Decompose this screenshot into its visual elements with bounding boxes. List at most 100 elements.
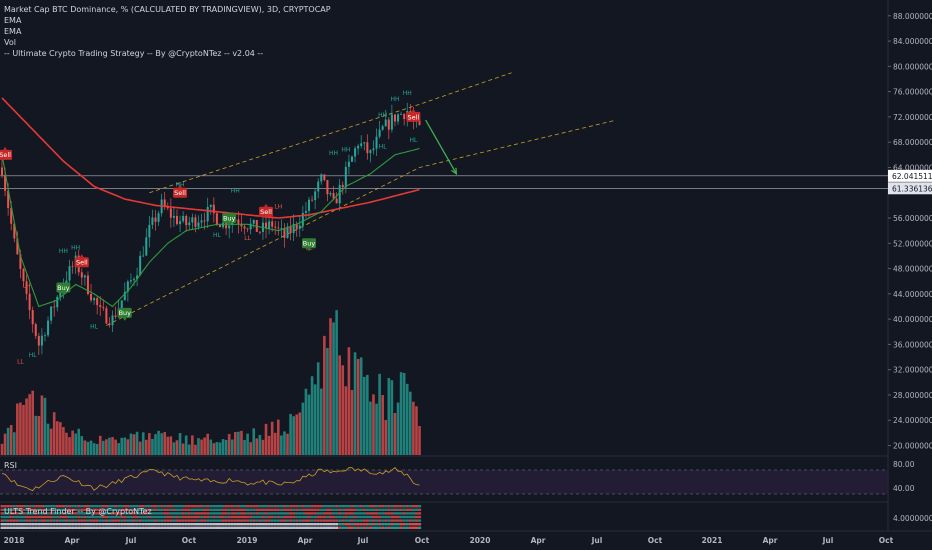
trend-cell — [319, 515, 323, 519]
trend-cell — [89, 515, 93, 519]
trend-cell — [243, 505, 247, 508]
trend-cell — [154, 523, 158, 526]
trend-cell — [356, 512, 360, 515]
y-tick-label: 56.00000000 — [893, 214, 932, 223]
legend-ema-1[interactable]: EMA — [4, 16, 22, 25]
candle-body — [68, 266, 71, 281]
trend-cell — [126, 512, 130, 515]
volume-bar — [181, 443, 185, 455]
trend-cell — [212, 519, 216, 522]
trend-cell — [107, 519, 112, 522]
trend-cell — [292, 523, 296, 526]
trend-cell — [21, 508, 26, 511]
volume-bar — [77, 428, 81, 455]
trend-cell — [95, 505, 99, 508]
rsi-pane-label[interactable]: RSI — [4, 461, 17, 470]
trend-cell — [18, 519, 23, 522]
trend-cell — [111, 505, 115, 508]
trend-cell — [126, 523, 130, 526]
trend-cell — [196, 526, 201, 529]
y-tick-label: 68.00000000 — [893, 138, 932, 147]
trend-cell — [384, 512, 388, 515]
trend-cell — [184, 523, 188, 526]
trend-cell — [264, 512, 268, 515]
trend-cell — [393, 505, 397, 508]
trend-cell — [31, 505, 35, 508]
price-axis[interactable]: 88.00000000 84.00000000 80.00000000 76.0000… — [888, 12, 932, 523]
trend-cell — [83, 519, 87, 522]
trend-cell — [239, 512, 244, 515]
trend-cell — [55, 515, 59, 519]
trend-cell — [408, 508, 412, 511]
legend-ema-2[interactable]: EMA — [4, 27, 22, 36]
trend-cell — [304, 526, 308, 529]
trend-cell — [396, 523, 400, 526]
legend-volume[interactable]: Vol — [4, 38, 16, 47]
x-tick-label: Jul — [357, 536, 369, 545]
trend-cell — [37, 526, 41, 529]
volume-bar — [25, 398, 28, 455]
trend-cell — [80, 519, 84, 522]
trend-cell — [378, 519, 382, 522]
trend-cell — [304, 505, 308, 508]
trend-cell — [120, 508, 124, 511]
trend-cell — [236, 512, 240, 515]
trend-cell — [399, 526, 403, 529]
trend-cell — [338, 515, 342, 519]
trend-pane-label[interactable]: ULTS Trend Finder -- By @CryptoNTez — [4, 507, 152, 516]
candle-body — [277, 227, 280, 229]
trend-cell — [129, 508, 133, 511]
trend-cell — [178, 526, 182, 529]
trend-cell — [261, 523, 265, 526]
trend-cell — [68, 505, 72, 508]
trend-cell — [98, 515, 102, 519]
trend-cell — [12, 505, 16, 508]
trend-cell — [396, 505, 400, 508]
volume-bar — [166, 436, 170, 455]
trend-cell — [166, 519, 170, 522]
signal-label: Buy — [303, 240, 316, 248]
trend-cell — [0, 505, 4, 508]
pivot-label: HH — [390, 96, 399, 103]
pivot-label: HH — [231, 188, 240, 195]
trend-cell — [359, 519, 363, 522]
trend-cell — [390, 515, 394, 519]
trend-cell — [307, 519, 311, 522]
candle-body — [363, 142, 366, 144]
trend-cell — [175, 526, 179, 529]
trend-cell — [267, 508, 271, 511]
volume-bar — [40, 395, 44, 455]
legend-strategy[interactable]: -- Ultimate Crypto Trading Strategy -- B… — [4, 49, 264, 58]
trend-cell — [132, 515, 136, 519]
trend-cell — [304, 523, 308, 526]
trend-cell — [196, 519, 201, 522]
time-axis[interactable]: 2018 Apr Jul Oct 2019 Apr Jul Oct 2020 Apr Jul Oct 2… — [4, 536, 894, 545]
trend-cell — [15, 526, 19, 529]
trend-cell — [273, 526, 277, 529]
trend-cell — [52, 523, 56, 526]
candle-body — [271, 221, 274, 227]
sell-signal: Sell — [0, 146, 13, 160]
trend-cell — [206, 512, 210, 515]
trend-cell — [381, 512, 385, 515]
volume-bar — [415, 406, 418, 455]
trend-cell — [298, 519, 302, 522]
trend-cell — [6, 519, 10, 522]
trend-cell — [209, 526, 213, 529]
trend-cell — [252, 512, 256, 515]
trend-cell — [123, 508, 127, 511]
volume-bar — [34, 415, 38, 455]
signal-box — [259, 206, 274, 217]
trend-cell — [175, 508, 179, 511]
candle-body — [375, 136, 378, 149]
sell-signal: Sell — [74, 254, 89, 268]
trend-cell — [390, 512, 394, 515]
volume-bar — [387, 378, 391, 455]
trend-cell — [58, 526, 62, 529]
trend-cell — [132, 508, 136, 511]
trend-cell — [71, 508, 75, 511]
candle-body — [4, 175, 7, 191]
trend-cell — [34, 512, 38, 515]
trend-cell — [307, 526, 311, 529]
